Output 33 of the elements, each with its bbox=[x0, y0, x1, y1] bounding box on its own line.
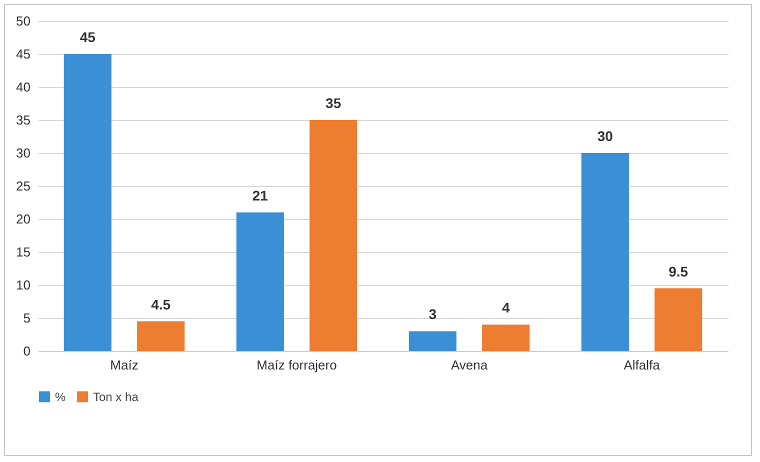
y-tick-label: 50 bbox=[16, 14, 30, 28]
x-tick-label: Maíz forrajero bbox=[256, 358, 337, 372]
y-tick-label: 10 bbox=[16, 278, 30, 292]
y-tick-label: 40 bbox=[16, 80, 30, 94]
y-tick-label: 0 bbox=[23, 344, 30, 358]
y-tick-label: 15 bbox=[16, 244, 30, 260]
bar bbox=[408, 331, 456, 351]
data-label: 21 bbox=[252, 187, 268, 204]
y-tick-label: 45 bbox=[16, 46, 30, 62]
bar bbox=[654, 288, 702, 351]
bar bbox=[310, 120, 358, 351]
bar bbox=[64, 54, 112, 351]
legend-label: Ton x ha bbox=[93, 390, 139, 404]
bar bbox=[482, 324, 530, 351]
data-label: 45 bbox=[80, 29, 96, 45]
data-label: 4.5 bbox=[151, 296, 171, 312]
bar bbox=[137, 321, 185, 351]
y-tick-label: 25 bbox=[16, 178, 30, 194]
y-tick-label: 35 bbox=[16, 112, 30, 128]
bar bbox=[236, 212, 284, 351]
data-label: 35 bbox=[326, 95, 342, 111]
y-tick-label: 30 bbox=[16, 146, 30, 160]
legend-label: % bbox=[55, 390, 66, 404]
data-label: 30 bbox=[597, 128, 614, 144]
x-tick-label: Alfalfa bbox=[624, 358, 661, 372]
bar bbox=[581, 153, 629, 351]
data-label: 3 bbox=[428, 306, 437, 322]
data-label: 4 bbox=[502, 300, 510, 316]
x-tick-label: Avena bbox=[450, 358, 488, 372]
y-tick-label: 20 bbox=[16, 212, 30, 226]
data-label: 9.5 bbox=[668, 263, 688, 280]
y-tick-label: 5 bbox=[23, 310, 30, 326]
x-tick-label: Maíz bbox=[110, 358, 138, 372]
